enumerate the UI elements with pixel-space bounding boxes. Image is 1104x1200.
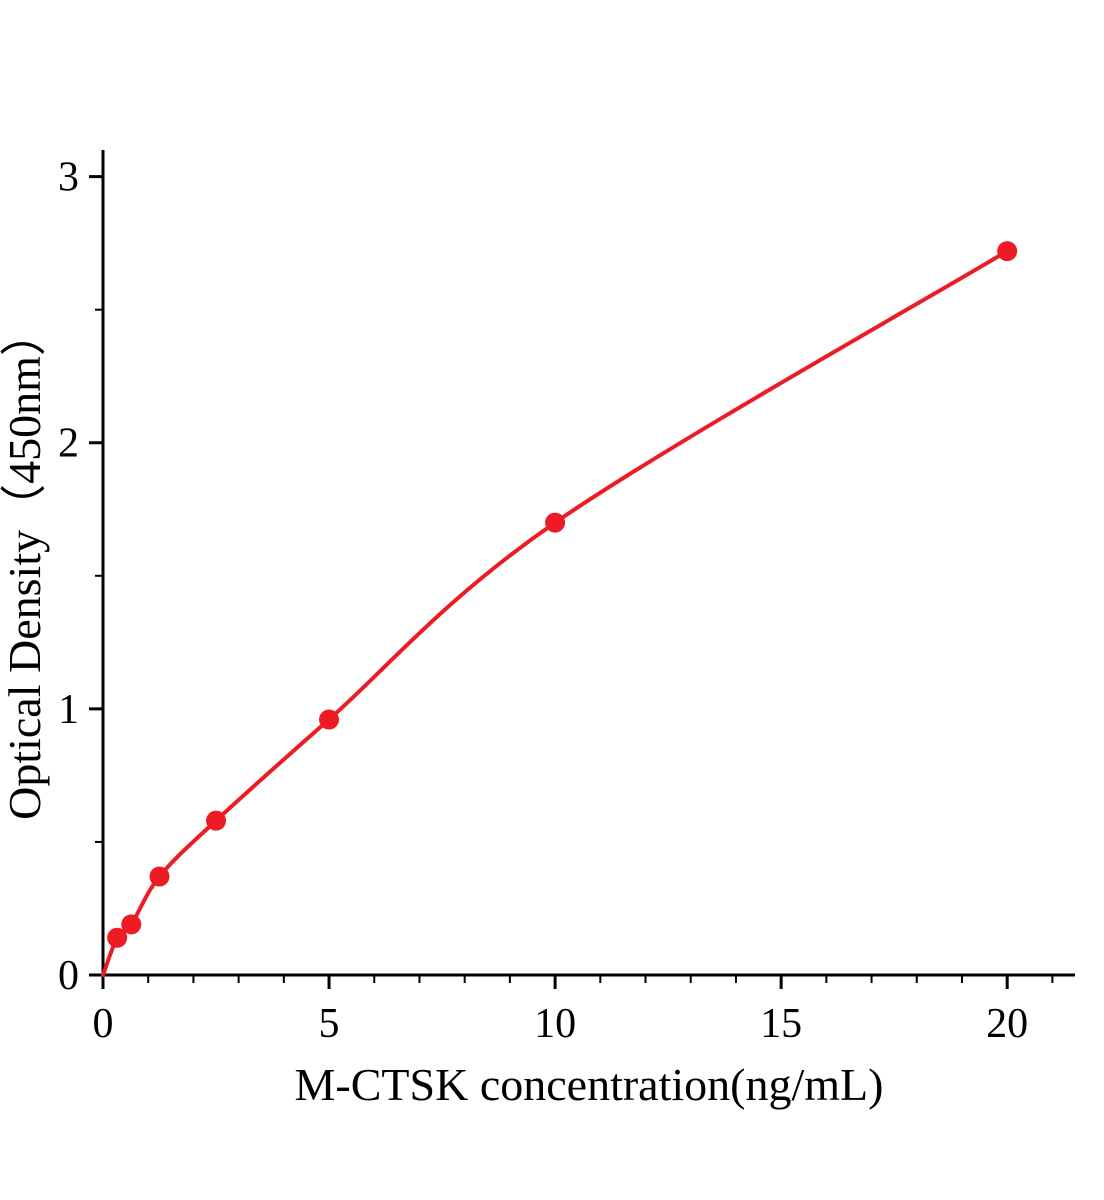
y-tick-label: 0 (58, 953, 79, 999)
x-tick-label: 15 (760, 1001, 802, 1047)
y-tick-label: 2 (58, 421, 79, 467)
data-point (107, 927, 128, 948)
x-tick-label: 0 (93, 1001, 114, 1047)
data-point (319, 709, 340, 730)
axes-layer (89, 150, 1075, 989)
series-curve (101, 249, 1010, 977)
x-tick-label: 20 (986, 1001, 1028, 1047)
data-point (206, 810, 227, 831)
tick-label-layer: 0 5 10 15 20 0 1 2 3 (58, 155, 1028, 1047)
x-tick-label: 5 (319, 1001, 340, 1047)
y-tick-label: 3 (58, 155, 79, 201)
data-point (149, 866, 170, 887)
series-layer (101, 241, 1018, 977)
x-axis-label: M-CTSK concentration(ng/mL) (295, 1059, 884, 1110)
y-tick-label: 1 (58, 687, 79, 733)
data-point (121, 914, 142, 935)
data-point (545, 512, 566, 533)
y-axis-label: Optical Density（450nm） (0, 310, 50, 820)
data-point (997, 241, 1018, 262)
x-tick-label: 10 (534, 1001, 576, 1047)
